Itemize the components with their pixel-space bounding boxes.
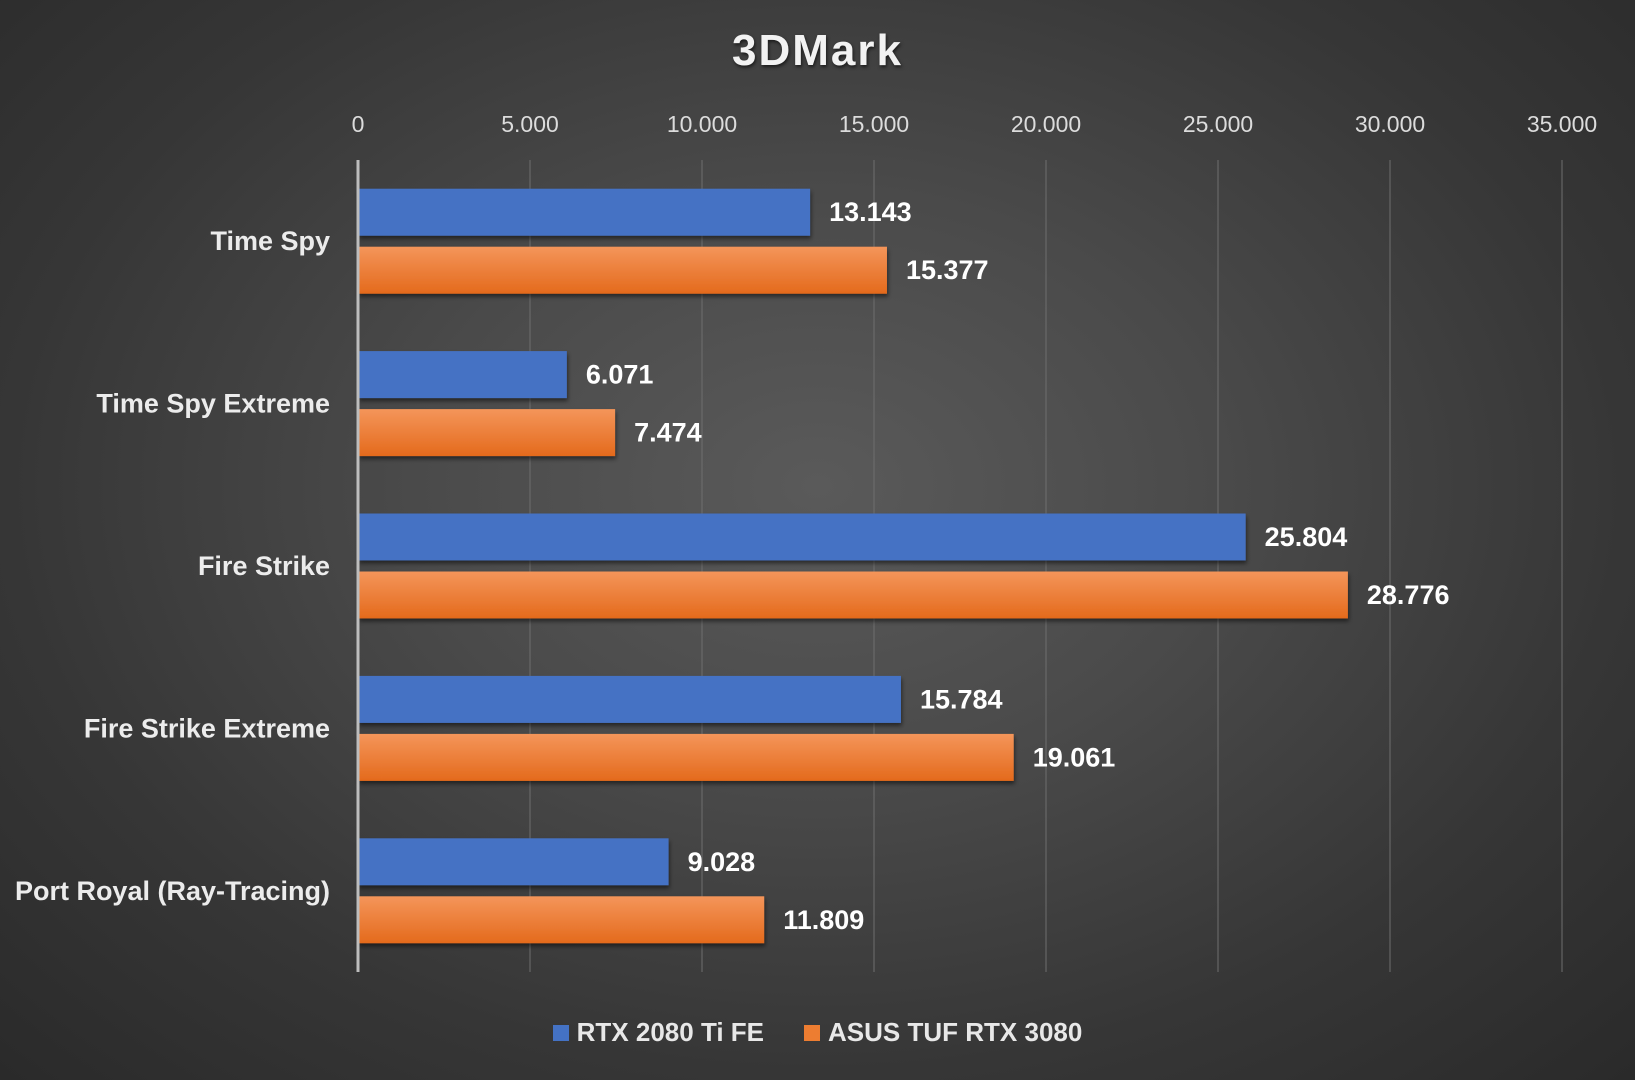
legend-label: ASUS TUF RTX 3080 xyxy=(828,1017,1083,1047)
bar xyxy=(358,896,765,944)
x-tick-label: 20.000 xyxy=(1011,111,1081,137)
data-label: 15.784 xyxy=(920,684,1003,714)
category-label: Fire Strike Extreme xyxy=(84,713,330,743)
x-tick-label: 25.000 xyxy=(1183,111,1253,137)
data-label: 28.776 xyxy=(1367,580,1450,610)
legend-label: RTX 2080 Ti FE xyxy=(576,1017,765,1047)
category-label: Time Spy xyxy=(210,226,330,256)
chart-title: 3DMark xyxy=(732,26,903,75)
legend-swatch-blue xyxy=(552,1024,569,1041)
data-label: 25.804 xyxy=(1265,522,1348,552)
category-label: Time Spy Extreme xyxy=(96,389,330,419)
category-labels: Time Spy Time Spy Extreme Fire Strike Fire … xyxy=(15,226,330,906)
x-tick-label: 10.000 xyxy=(667,111,737,137)
legend: RTX 2080 Ti FE ASUS TUF RTX 3080 xyxy=(0,1017,1635,1048)
x-tick-label: 5.000 xyxy=(501,111,559,137)
data-label: 13.143 xyxy=(829,197,912,227)
bar xyxy=(358,513,1246,561)
data-label: 11.809 xyxy=(783,905,864,935)
x-tick-label: 0 xyxy=(352,111,365,137)
gridlines xyxy=(529,160,1563,972)
bar xyxy=(358,733,1014,781)
legend-item-series-2: ASUS TUF RTX 3080 xyxy=(804,1017,1082,1048)
category-label: Fire Strike xyxy=(198,551,330,581)
bar xyxy=(358,571,1348,619)
x-axis-ticks: 0 5.000 10.000 15.000 20.000 25.000 30.000 35.0… xyxy=(352,111,1598,137)
data-label: 15.377 xyxy=(906,255,989,285)
bar xyxy=(358,409,616,457)
x-tick-label: 30.000 xyxy=(1355,111,1425,137)
data-label: 19.061 xyxy=(1033,742,1116,772)
bars: 13.143 15.377 6.071 7.474 25.804 28.776 15.784… xyxy=(358,188,1450,944)
bar xyxy=(358,838,669,886)
x-tick-label: 35.000 xyxy=(1527,111,1597,137)
bar xyxy=(358,188,811,236)
bar xyxy=(358,246,887,294)
legend-swatch-orange xyxy=(804,1024,821,1041)
bar xyxy=(358,351,567,399)
bar xyxy=(358,675,901,723)
category-label: Port Royal (Ray-Tracing) xyxy=(15,876,330,906)
data-label: 9.028 xyxy=(688,847,756,877)
x-tick-label: 15.000 xyxy=(839,111,909,137)
data-label: 7.474 xyxy=(634,418,702,448)
legend-item-series-1: RTX 2080 Ti FE xyxy=(552,1017,765,1048)
data-label: 6.071 xyxy=(586,360,654,390)
